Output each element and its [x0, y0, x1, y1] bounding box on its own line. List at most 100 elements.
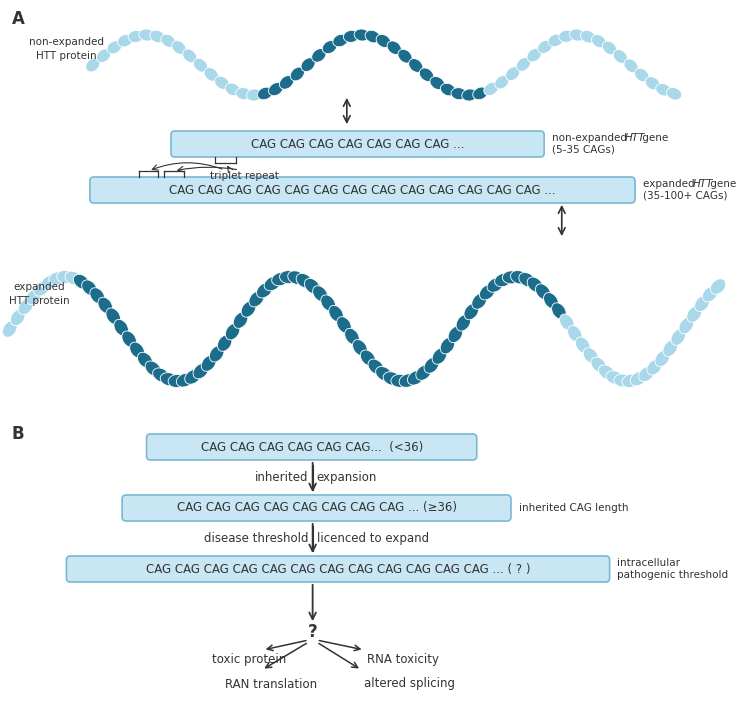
Ellipse shape — [257, 283, 273, 298]
Ellipse shape — [168, 374, 186, 388]
Ellipse shape — [663, 340, 678, 357]
Ellipse shape — [424, 357, 439, 373]
Ellipse shape — [246, 89, 262, 101]
Ellipse shape — [624, 59, 638, 73]
Ellipse shape — [614, 374, 631, 387]
Ellipse shape — [272, 272, 289, 286]
Ellipse shape — [201, 355, 216, 372]
Ellipse shape — [480, 284, 495, 300]
Ellipse shape — [2, 320, 17, 337]
Ellipse shape — [11, 309, 25, 325]
Ellipse shape — [647, 359, 662, 375]
Text: CAG CAG CAG CAG CAG CAG CAG ...: CAG CAG CAG CAG CAG CAG CAG ... — [251, 138, 465, 150]
Ellipse shape — [552, 303, 566, 319]
Ellipse shape — [671, 329, 685, 345]
Ellipse shape — [322, 40, 337, 54]
Text: non-expanded
HTT protein: non-expanded HTT protein — [29, 38, 104, 60]
Ellipse shape — [354, 29, 370, 41]
Ellipse shape — [279, 76, 294, 89]
Ellipse shape — [383, 372, 401, 385]
Ellipse shape — [487, 278, 504, 292]
Ellipse shape — [26, 289, 41, 305]
Text: B: B — [12, 425, 24, 443]
Ellipse shape — [204, 67, 218, 82]
FancyBboxPatch shape — [147, 434, 477, 460]
Ellipse shape — [376, 367, 392, 381]
Ellipse shape — [409, 59, 423, 72]
Ellipse shape — [703, 286, 718, 302]
Ellipse shape — [122, 331, 136, 347]
Ellipse shape — [117, 35, 133, 47]
Ellipse shape — [391, 374, 409, 387]
Ellipse shape — [430, 77, 444, 89]
Ellipse shape — [312, 49, 326, 62]
Ellipse shape — [441, 83, 456, 96]
Ellipse shape — [65, 271, 82, 285]
Ellipse shape — [312, 286, 328, 302]
Text: RAN translation: RAN translation — [224, 678, 317, 691]
Ellipse shape — [18, 298, 33, 315]
Ellipse shape — [695, 296, 709, 311]
Ellipse shape — [49, 272, 66, 285]
Text: gene: gene — [707, 179, 736, 189]
Text: toxic protein: toxic protein — [212, 654, 286, 666]
Ellipse shape — [548, 34, 563, 47]
Ellipse shape — [215, 76, 230, 89]
Ellipse shape — [184, 369, 201, 384]
Ellipse shape — [666, 87, 681, 100]
Ellipse shape — [41, 275, 58, 289]
Ellipse shape — [138, 352, 153, 368]
Ellipse shape — [106, 308, 120, 325]
Ellipse shape — [161, 34, 175, 48]
Ellipse shape — [352, 340, 367, 356]
Ellipse shape — [710, 279, 726, 294]
Text: intracellular: intracellular — [617, 558, 681, 568]
Ellipse shape — [559, 30, 575, 43]
Ellipse shape — [345, 328, 359, 345]
Text: altered splicing: altered splicing — [364, 678, 456, 691]
Ellipse shape — [321, 295, 335, 311]
Ellipse shape — [502, 271, 520, 284]
Ellipse shape — [399, 374, 416, 387]
Ellipse shape — [606, 371, 623, 384]
Ellipse shape — [193, 363, 209, 379]
Ellipse shape — [288, 271, 305, 284]
Text: licenced to expand: licenced to expand — [316, 532, 428, 545]
Ellipse shape — [333, 34, 348, 47]
Ellipse shape — [96, 49, 111, 62]
Ellipse shape — [464, 303, 479, 320]
Ellipse shape — [279, 271, 297, 284]
Text: gene: gene — [639, 133, 668, 143]
Ellipse shape — [176, 373, 194, 387]
Ellipse shape — [483, 82, 498, 96]
Ellipse shape — [90, 288, 105, 303]
Ellipse shape — [329, 306, 343, 322]
Ellipse shape — [591, 357, 606, 372]
Ellipse shape — [635, 68, 649, 82]
Text: expanded
HTT protein: expanded HTT protein — [9, 282, 69, 306]
Ellipse shape — [145, 361, 161, 376]
Ellipse shape — [139, 29, 154, 41]
Ellipse shape — [301, 57, 316, 72]
Ellipse shape — [209, 345, 224, 362]
Ellipse shape — [679, 318, 694, 334]
Ellipse shape — [150, 30, 165, 43]
FancyBboxPatch shape — [90, 177, 635, 203]
Ellipse shape — [343, 30, 359, 43]
Ellipse shape — [575, 337, 590, 353]
Ellipse shape — [581, 30, 596, 43]
Ellipse shape — [519, 272, 535, 287]
Ellipse shape — [639, 367, 654, 381]
FancyBboxPatch shape — [171, 131, 544, 157]
Ellipse shape — [304, 279, 320, 294]
Ellipse shape — [602, 41, 617, 55]
Ellipse shape — [527, 277, 543, 292]
Text: ?: ? — [308, 623, 318, 641]
Ellipse shape — [656, 84, 671, 96]
Ellipse shape — [225, 83, 240, 96]
Text: inherited: inherited — [255, 471, 309, 484]
Ellipse shape — [456, 315, 471, 331]
Ellipse shape — [495, 273, 512, 286]
Ellipse shape — [73, 274, 90, 289]
Ellipse shape — [599, 365, 614, 379]
